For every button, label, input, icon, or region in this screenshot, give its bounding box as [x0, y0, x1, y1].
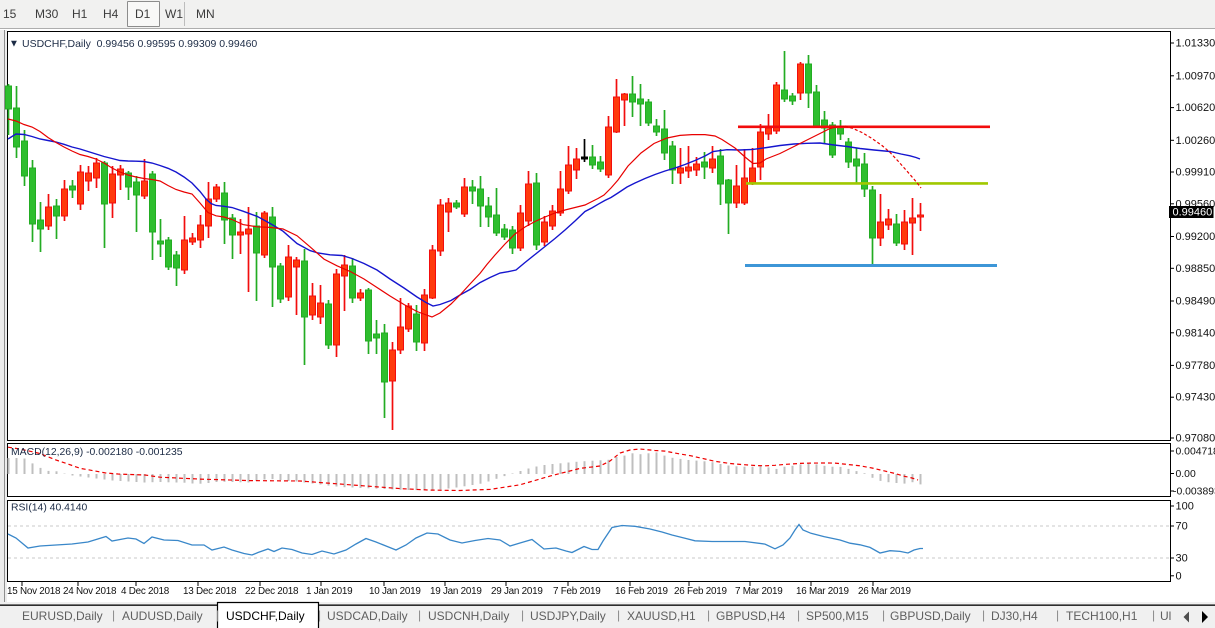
svg-text:0.98490: 0.98490: [1176, 296, 1215, 308]
svg-text:0.00: 0.00: [1176, 469, 1196, 480]
svg-text:USDCHF,Daily: USDCHF,Daily: [226, 609, 305, 623]
svg-text:GBPUSD,H4: GBPUSD,H4: [716, 609, 786, 623]
svg-text:|: |: [982, 608, 985, 622]
svg-text:SP500,M15: SP500,M15: [806, 609, 869, 623]
svg-text:Ul: Ul: [1160, 609, 1171, 623]
svg-text:RSI(14) 40.4140: RSI(14) 40.4140: [11, 503, 87, 514]
svg-text:MACD(12,26,9) -0.002180 -0.001: MACD(12,26,9) -0.002180 -0.001235: [11, 447, 183, 458]
svg-text:USDJPY,Daily: USDJPY,Daily: [530, 609, 606, 623]
svg-text:|: |: [1056, 608, 1059, 622]
svg-text:XAUUSD,H1: XAUUSD,H1: [627, 609, 696, 623]
svg-text:16 Feb 2019: 16 Feb 2019: [615, 586, 668, 597]
svg-text:0.98140: 0.98140: [1176, 327, 1215, 339]
svg-text:1 Jan 2019: 1 Jan 2019: [306, 586, 353, 597]
svg-text:|: |: [318, 608, 321, 622]
svg-text:0.98850: 0.98850: [1176, 263, 1215, 275]
svg-text:30: 30: [1176, 553, 1188, 565]
svg-text:7 Feb 2019: 7 Feb 2019: [553, 586, 601, 597]
svg-text:|: |: [797, 608, 800, 622]
svg-text:TECH100,H1: TECH100,H1: [1066, 609, 1138, 623]
svg-text:0.004718: 0.004718: [1176, 447, 1215, 458]
svg-text:1.00620: 1.00620: [1176, 102, 1215, 114]
svg-text:15 Nov 2018: 15 Nov 2018: [7, 586, 61, 597]
svg-text:1.00260: 1.00260: [1176, 135, 1215, 147]
svg-text:|: |: [1152, 608, 1155, 622]
svg-text:|: |: [216, 608, 219, 622]
svg-text:4 Dec 2018: 4 Dec 2018: [121, 586, 170, 597]
svg-text:GBPUSD,Daily: GBPUSD,Daily: [890, 609, 971, 623]
svg-text:13 Dec 2018: 13 Dec 2018: [183, 586, 237, 597]
svg-text:USDCHF,Daily 0.99456 0.99595: USDCHF,Daily 0.99456 0.99595 0.99309 0.9…: [22, 38, 257, 50]
svg-text:29 Jan 2019: 29 Jan 2019: [491, 586, 543, 597]
svg-text:|: |: [418, 608, 421, 622]
svg-text:AUDUSD,Daily: AUDUSD,Daily: [122, 609, 203, 623]
svg-text:16 Mar 2019: 16 Mar 2019: [796, 586, 849, 597]
svg-text:0.97080: 0.97080: [1176, 433, 1215, 445]
svg-text:EURUSD,Daily: EURUSD,Daily: [22, 609, 103, 623]
svg-text:26 Feb 2019: 26 Feb 2019: [674, 586, 727, 597]
svg-text:24 Nov 2018: 24 Nov 2018: [63, 586, 117, 597]
svg-text:|: |: [521, 608, 524, 622]
svg-text:70: 70: [1176, 521, 1188, 533]
svg-text:0.99200: 0.99200: [1176, 231, 1215, 243]
svg-text:|: |: [707, 608, 710, 622]
svg-text:19 Jan 2019: 19 Jan 2019: [430, 586, 482, 597]
svg-text:26 Mar 2019: 26 Mar 2019: [858, 586, 911, 597]
svg-text:0.99910: 0.99910: [1176, 167, 1215, 179]
svg-text:|: |: [882, 608, 885, 622]
svg-text:|: |: [112, 608, 115, 622]
svg-text:-0.003893: -0.003893: [1173, 487, 1215, 498]
svg-text:▼: ▼: [9, 39, 19, 50]
svg-text:1.00970: 1.00970: [1176, 70, 1215, 82]
svg-text:22 Dec 2018: 22 Dec 2018: [245, 586, 299, 597]
svg-text:100: 100: [1176, 501, 1194, 513]
svg-text:0.97780: 0.97780: [1176, 360, 1215, 372]
svg-text:0.99460: 0.99460: [1173, 207, 1213, 219]
svg-text:7 Mar 2019: 7 Mar 2019: [735, 586, 783, 597]
svg-text:USDCAD,Daily: USDCAD,Daily: [327, 609, 408, 623]
svg-text:0: 0: [1176, 570, 1182, 582]
svg-text:10 Jan 2019: 10 Jan 2019: [369, 586, 421, 597]
svg-text:0.97430: 0.97430: [1176, 392, 1215, 404]
svg-text:USDCNH,Daily: USDCNH,Daily: [428, 609, 509, 623]
svg-text:DJ30,H4: DJ30,H4: [991, 609, 1038, 623]
svg-text:1.01330: 1.01330: [1176, 38, 1215, 50]
svg-text:|: |: [617, 608, 620, 622]
